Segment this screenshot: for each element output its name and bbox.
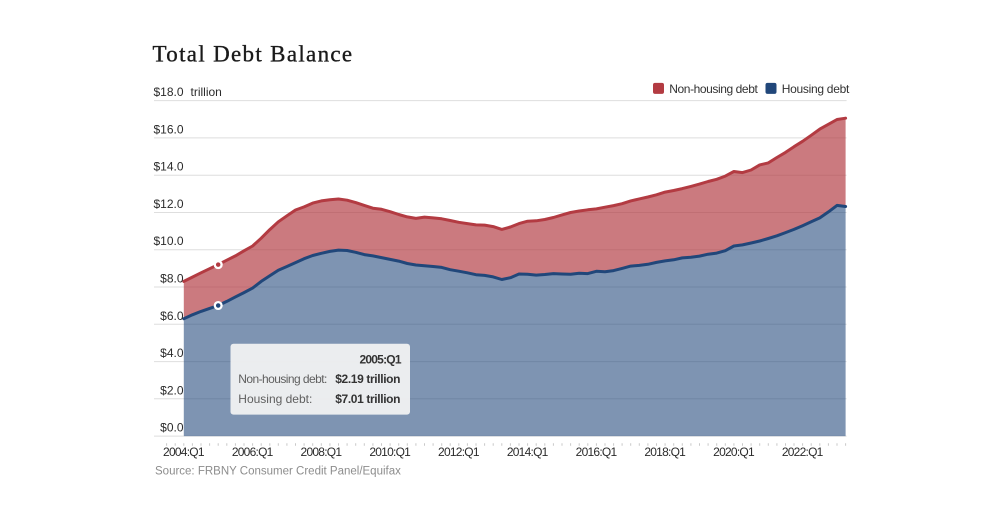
svg-text:$2.0: $2.0 (160, 383, 184, 397)
svg-text:2004:Q1: 2004:Q1 (163, 445, 205, 459)
svg-text:2006:Q1: 2006:Q1 (232, 445, 274, 459)
svg-text:2008:Q1: 2008:Q1 (301, 445, 343, 459)
svg-text:$4.0: $4.0 (160, 346, 184, 360)
svg-text:$10.0: $10.0 (153, 234, 183, 248)
svg-text:2010:Q1: 2010:Q1 (369, 445, 411, 459)
svg-text:2016:Q1: 2016:Q1 (576, 445, 618, 459)
svg-text:Non-housing debt: Non-housing debt (669, 82, 758, 96)
svg-text:2020:Q1: 2020:Q1 (713, 445, 755, 459)
svg-text:$2.19 trillion: $2.19 trillion (335, 372, 400, 386)
svg-text:$8.0: $8.0 (160, 272, 184, 286)
svg-text:Non-housing debt:: Non-housing debt: (238, 372, 327, 386)
svg-text:$18.0: $18.0 (153, 85, 183, 99)
svg-text:$16.0: $16.0 (153, 122, 183, 136)
svg-text:2014:Q1: 2014:Q1 (507, 445, 549, 459)
svg-text:Housing debt: Housing debt (782, 82, 850, 96)
svg-text:Housing debt:: Housing debt: (238, 392, 312, 406)
svg-text:Source: FRBNY Consumer Credit: Source: FRBNY Consumer Credit Panel/Equi… (155, 466, 401, 478)
svg-text:$14.0: $14.0 (153, 160, 183, 174)
svg-text:$12.0: $12.0 (153, 197, 183, 211)
svg-text:2022:Q1: 2022:Q1 (782, 445, 824, 459)
svg-text:Total Debt Balance: Total Debt Balance (153, 42, 354, 67)
svg-text:$0.0: $0.0 (160, 421, 184, 435)
svg-text:2018:Q1: 2018:Q1 (644, 445, 686, 459)
svg-text:2012:Q1: 2012:Q1 (438, 445, 480, 459)
svg-text:trillion: trillion (191, 85, 222, 99)
svg-text:$6.0: $6.0 (160, 309, 184, 323)
svg-text:$7.01 trillion: $7.01 trillion (335, 392, 400, 406)
svg-text:2005:Q1: 2005:Q1 (360, 353, 402, 367)
